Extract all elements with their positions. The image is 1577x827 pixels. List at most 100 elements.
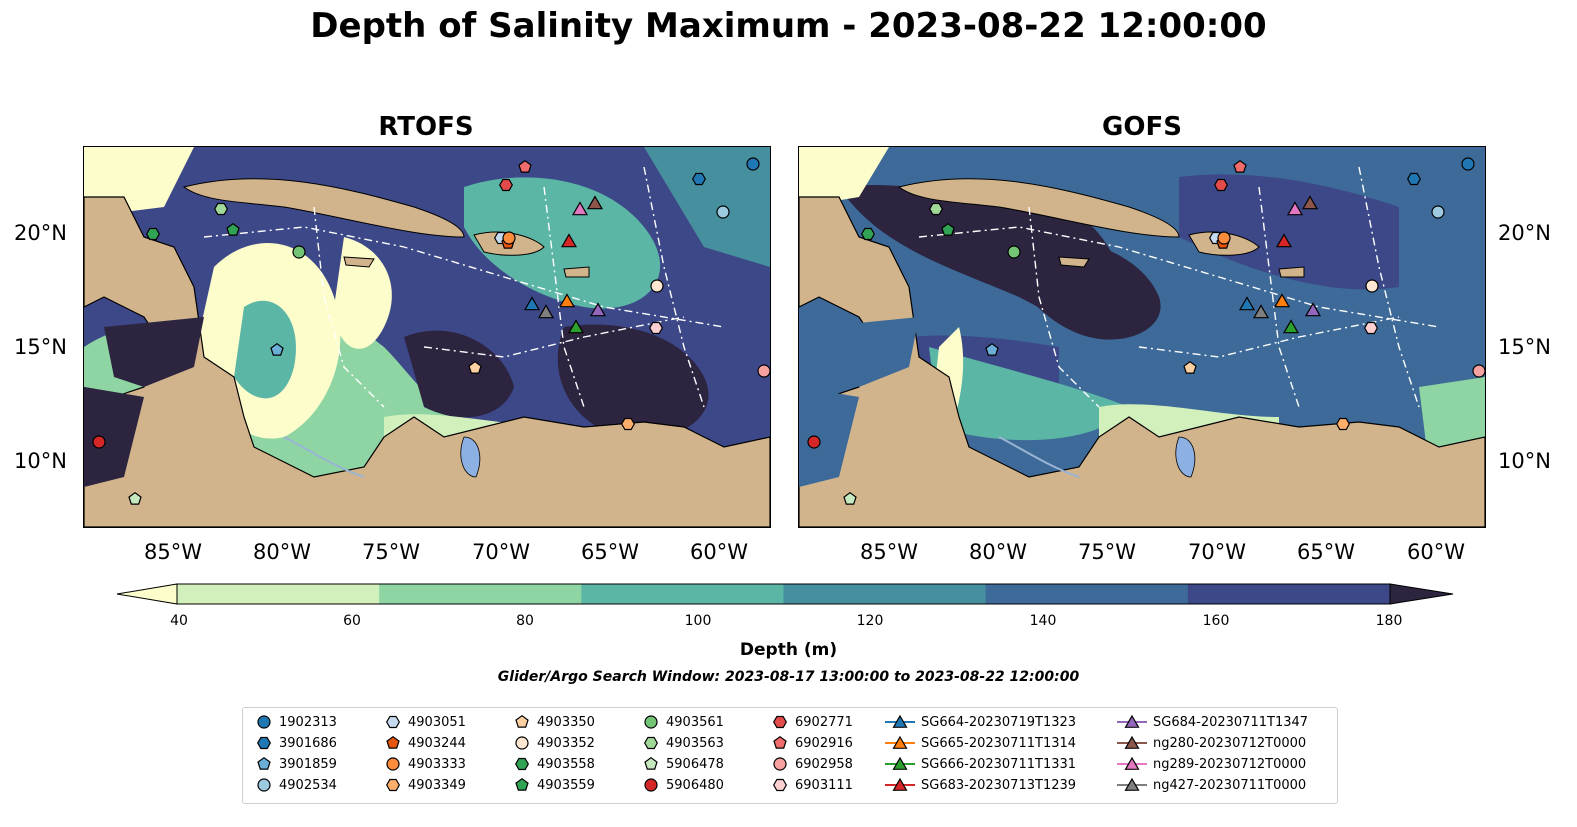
cbar-tick-160: 160	[1202, 613, 1230, 629]
legend-item: 4903350	[513, 712, 595, 732]
obs-marker-4902534	[1431, 205, 1445, 219]
obs-marker-3901859	[270, 342, 284, 356]
obs-marker-ng427-20230711t0000	[537, 304, 555, 319]
lon-tick-85w-gofs: 85°W	[860, 540, 918, 564]
legend-label: 6902916	[795, 735, 853, 751]
obs-marker-6902916	[518, 159, 532, 173]
legend-marker-icon	[386, 778, 400, 792]
obs-marker-4903561	[292, 245, 306, 259]
legend-label: ng427-20230711T0000	[1153, 777, 1307, 793]
obs-marker-sg665-20230711t1314	[558, 293, 576, 308]
panel-title-gofs: GOFS	[1102, 112, 1182, 142]
obs-marker-sg666-20230711t1331	[1282, 319, 1300, 334]
legend-label: SG684-20230711T1347	[1153, 714, 1309, 730]
lat-tick-20n-right: 20°N	[1498, 221, 1551, 245]
lon-tick-80w-rtofs: 80°W	[253, 540, 311, 564]
legend-marker-icon	[644, 715, 658, 729]
obs-marker-1902313	[1461, 157, 1475, 171]
lon-tick-75w-rtofs: 75°W	[362, 540, 420, 564]
legend: 1902313 3901686 3901859 4902534 4903051 49032…	[242, 707, 1338, 804]
legend-item: 4902534	[255, 775, 337, 795]
legend-marker-icon	[515, 736, 529, 750]
obs-marker-4903350	[1183, 360, 1197, 374]
obs-marker-4903349	[1336, 417, 1350, 431]
obs-marker-6902958	[757, 364, 771, 378]
obs-marker-6903111	[649, 321, 663, 335]
obs-marker-sg664-20230719t1323	[523, 296, 541, 311]
legend-marker-icon	[386, 715, 400, 729]
obs-marker-6902771	[499, 178, 513, 192]
obs-marker-4902534	[716, 205, 730, 219]
legend-item: 6902958	[771, 754, 853, 774]
legend-marker-icon	[773, 778, 787, 792]
search-window-caption: Glider/Argo Search Window: 2023-08-17 13…	[497, 669, 1080, 685]
legend-marker-icon	[257, 756, 271, 770]
legend-item: 6903111	[771, 775, 853, 795]
lat-tick-15n-right: 15°N	[1498, 335, 1551, 359]
legend-item: 4903563	[642, 733, 724, 753]
legend-item: 3901686	[255, 733, 337, 753]
legend-label: SG665-20230711T1314	[921, 735, 1077, 751]
legend-marker-icon	[1117, 735, 1147, 749]
obs-marker-4903563	[929, 202, 943, 216]
legend-item: 6902916	[771, 733, 853, 753]
obs-marker-sg683-20230713t1239	[560, 233, 578, 248]
colorbar-extend-low	[116, 583, 178, 605]
legend-marker-icon	[644, 736, 658, 750]
lon-tick-65w-gofs: 65°W	[1297, 540, 1355, 564]
obs-marker-3901686	[1407, 172, 1421, 186]
legend-label: 3901686	[279, 735, 337, 751]
obs-marker-3901686	[692, 172, 706, 186]
legend-marker-icon	[885, 714, 915, 728]
legend-item: SG665-20230711T1314	[885, 733, 1076, 753]
obs-marker-3901859	[985, 342, 999, 356]
obs-marker-4903352	[1365, 279, 1379, 293]
colorbar-segment	[177, 584, 380, 604]
lon-tick-70w-gofs: 70°W	[1188, 540, 1246, 564]
obs-marker-ng289-20230712t0000	[1286, 201, 1304, 216]
lat-tick-10n-right: 10°N	[1498, 449, 1551, 473]
colorbar	[116, 583, 1454, 605]
obs-marker-ng280-20230712t0000	[586, 195, 604, 210]
lon-tick-70w-rtofs: 70°W	[472, 540, 530, 564]
legend-marker-icon	[386, 757, 400, 771]
figure-title: Depth of Salinity Maximum - 2023-08-22 1…	[310, 6, 1267, 46]
colorbar-segment	[1187, 584, 1391, 604]
legend-item: ng427-20230711T0000	[1117, 775, 1306, 795]
obs-marker-5906478	[843, 491, 857, 505]
legend-label: 4903558	[537, 756, 595, 772]
legend-item: 4903558	[513, 754, 595, 774]
colorbar-segment	[783, 584, 987, 604]
lat-tick-15n-left: 15°N	[14, 335, 67, 359]
legend-label: 4903561	[666, 714, 724, 730]
obs-marker-ng427-20230711t0000	[1252, 304, 1270, 319]
legend-item: 4903349	[384, 775, 466, 795]
legend-item: 4903244	[384, 733, 466, 753]
legend-item: 4903051	[384, 712, 466, 732]
legend-marker-icon	[1117, 777, 1147, 791]
obs-marker-4903558	[146, 227, 160, 241]
panel-title-rtofs: RTOFS	[378, 112, 474, 142]
legend-marker-icon	[773, 715, 787, 729]
obs-marker-5906478	[128, 491, 142, 505]
legend-marker-icon	[515, 777, 529, 791]
legend-item: 3901859	[255, 754, 337, 774]
lon-tick-60w-gofs: 60°W	[1407, 540, 1465, 564]
obs-marker-5906480	[807, 435, 821, 449]
legend-item: 5906478	[642, 754, 724, 774]
obs-marker-sg665-20230711t1314	[1273, 293, 1291, 308]
obs-marker-4903333	[502, 231, 516, 245]
obs-marker-5906480	[92, 435, 106, 449]
legend-marker-icon	[257, 715, 271, 729]
legend-label: SG664-20230719T1323	[921, 714, 1077, 730]
lon-tick-80w-gofs: 80°W	[969, 540, 1027, 564]
legend-item: 4903352	[513, 733, 595, 753]
legend-marker-icon	[1117, 756, 1147, 770]
legend-marker-icon	[515, 714, 529, 728]
lon-tick-65w-rtofs: 65°W	[581, 540, 639, 564]
obs-marker-sg684-20230711t1347	[589, 302, 607, 317]
legend-item: 5906480	[642, 775, 724, 795]
cbar-tick-100: 100	[684, 613, 712, 629]
obs-marker-6902771	[1214, 178, 1228, 192]
